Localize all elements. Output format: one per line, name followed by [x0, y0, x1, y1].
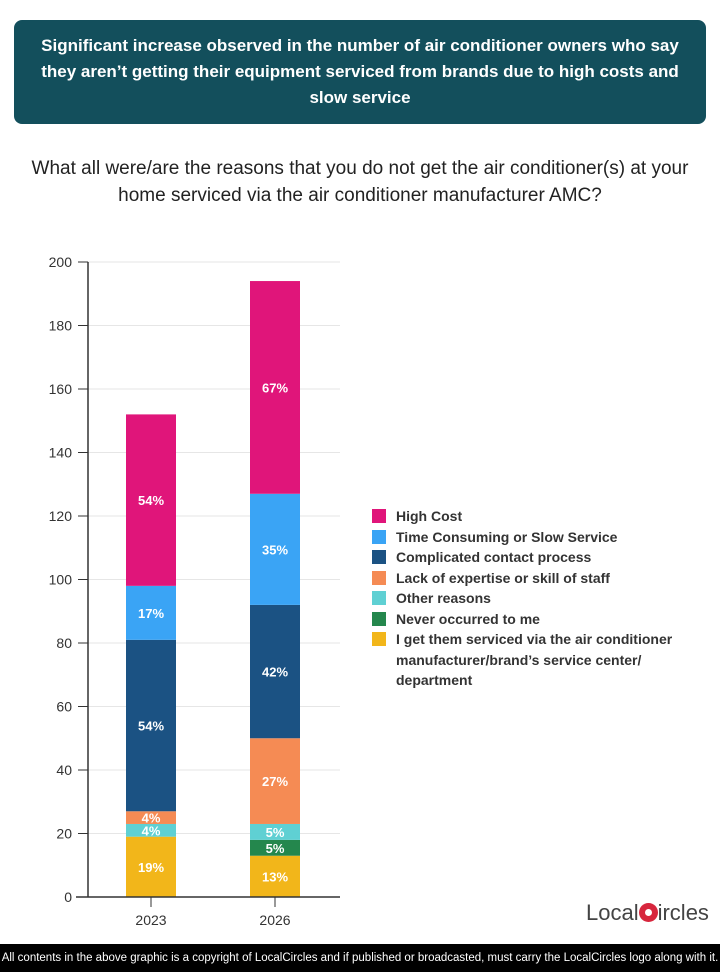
bar-segment — [126, 414, 176, 586]
bar-segment — [250, 855, 300, 897]
data-label: 5% — [266, 825, 285, 840]
y-tick-label: 0 — [64, 889, 72, 905]
data-label: 19% — [138, 860, 164, 875]
legend-swatch — [372, 591, 386, 605]
data-label: 5% — [266, 841, 285, 856]
headline-banner: Significant increase observed in the num… — [14, 20, 706, 124]
y-tick-label: 140 — [49, 445, 73, 461]
data-label: 13% — [262, 869, 288, 884]
legend-swatch — [372, 611, 386, 626]
bar-segment — [126, 823, 176, 837]
legend-label: Time Consuming or Slow Service — [396, 528, 618, 545]
data-label: 54% — [138, 719, 164, 734]
legend-swatch — [372, 550, 386, 564]
legend-swatch — [372, 529, 386, 544]
legend-item: Never occurred to me — [372, 609, 702, 630]
bar-segment — [250, 839, 300, 856]
legend-item: High Cost — [372, 506, 702, 527]
data-label: 54% — [138, 493, 164, 508]
bar-segment — [250, 738, 300, 824]
data-label: 35% — [262, 542, 288, 557]
stacked-bar-chart: 0 20 40 60 80 100 120 140 160 180 200 19% 4%4% 54% 17%… — [49, 254, 340, 928]
y-tick-label: 120 — [49, 508, 73, 524]
legend-label: I get them serviced via the air conditio… — [396, 631, 673, 688]
legend-item: Complicated contact process — [372, 547, 702, 568]
legend-item: Time Consuming or Slow Service — [372, 527, 702, 548]
legend-label: Lack of expertise or skill of staff — [396, 569, 610, 586]
pin-icon — [638, 903, 658, 922]
legend-label: Complicated contact process — [396, 549, 592, 565]
legend-item: Other reasons — [372, 588, 702, 609]
data-label: 67% — [262, 380, 288, 395]
data-label: 4% — [142, 811, 161, 826]
bar-segment — [250, 823, 300, 840]
y-tick-label: 200 — [49, 254, 73, 270]
y-tick-label: 20 — [56, 826, 72, 842]
legend-item: Lack of expertise or skill of staff — [372, 568, 702, 589]
localcircles-logo: Local ircles — [586, 900, 709, 925]
legend-label: High Cost — [396, 508, 463, 524]
y-tick-label: 40 — [56, 762, 72, 778]
x-tick-label: 2023 — [135, 912, 166, 928]
bar-segment — [126, 639, 176, 812]
y-tick-label: 180 — [49, 318, 73, 334]
legend: High Cost Time Consuming or Slow Service C… — [372, 506, 702, 691]
bar-segment — [126, 811, 176, 824]
bar-segment — [126, 585, 176, 640]
y-tick-label: 80 — [56, 635, 72, 651]
y-tick-label: 100 — [49, 572, 73, 588]
legend-label: Never occurred to me — [396, 610, 540, 627]
legend-label: Other reasons — [396, 590, 491, 606]
legend-swatch — [372, 632, 386, 646]
bar-segment — [250, 604, 300, 739]
data-label: 17% — [138, 606, 164, 621]
legend-swatch — [372, 509, 386, 523]
y-tick-label: 60 — [56, 699, 72, 715]
data-label: 42% — [262, 665, 288, 680]
copyright-footer: All contents in the above graphic is a c… — [0, 944, 720, 972]
x-tick-label: 2026 — [259, 912, 290, 928]
data-label: 4% — [142, 823, 161, 838]
survey-question: What all were/are the reasons that you d… — [31, 158, 689, 206]
legend-item: I get them serviced via the air conditio… — [372, 629, 702, 691]
data-label: 27% — [262, 774, 288, 789]
bar-segment — [126, 836, 176, 897]
bar-segment — [250, 281, 300, 494]
y-tick-label: 160 — [49, 381, 73, 397]
bar-segment — [250, 493, 300, 605]
legend-swatch — [372, 570, 386, 585]
